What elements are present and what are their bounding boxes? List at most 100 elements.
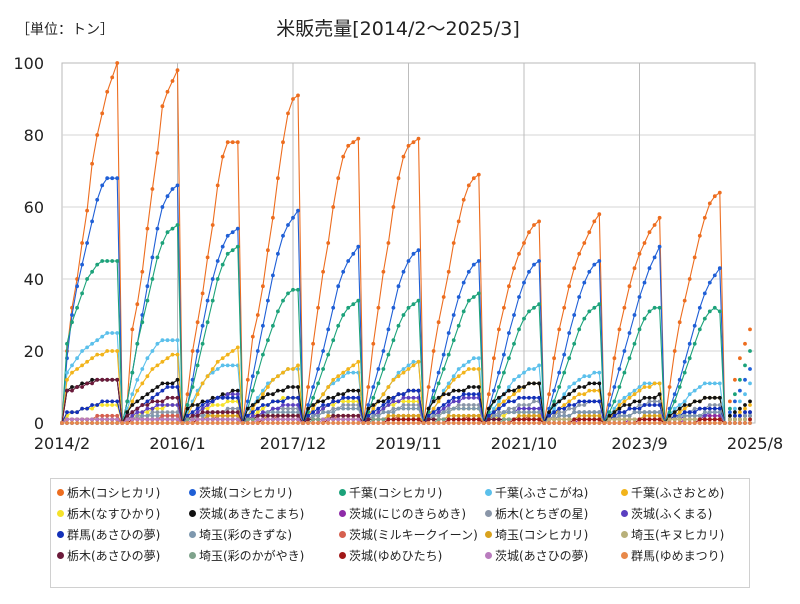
data-point xyxy=(647,413,652,418)
data-point xyxy=(532,410,536,415)
data-point xyxy=(743,406,747,411)
data-point xyxy=(245,377,250,382)
data-point xyxy=(65,341,69,346)
data-point xyxy=(733,406,737,411)
data-point xyxy=(95,197,100,202)
data-point xyxy=(406,413,411,418)
data-point xyxy=(316,399,320,404)
data-point xyxy=(225,392,230,397)
legend-label: 千葉(ふさおとめ) xyxy=(631,485,725,500)
data-point xyxy=(341,370,346,375)
data-point xyxy=(677,410,682,415)
data-point xyxy=(612,356,617,361)
data-point xyxy=(466,298,471,303)
legend-swatch xyxy=(189,509,196,517)
data-point xyxy=(712,273,717,278)
data-point xyxy=(712,194,717,199)
x-tick-label: 2023/9 xyxy=(611,434,667,453)
data-point xyxy=(65,370,69,375)
data-point xyxy=(150,399,155,404)
data-point xyxy=(723,421,727,425)
data-point xyxy=(446,399,451,404)
data-point xyxy=(466,367,471,371)
data-point xyxy=(150,255,155,260)
data-point xyxy=(105,331,110,335)
data-point xyxy=(90,403,94,407)
data-point xyxy=(281,403,285,407)
data-point xyxy=(687,403,692,407)
data-point xyxy=(728,410,732,415)
legend-item: 茨城(ゆめひたち) xyxy=(339,545,485,565)
data-point xyxy=(416,417,421,422)
data-point xyxy=(145,399,150,404)
data-point xyxy=(245,406,250,411)
data-point xyxy=(250,334,255,339)
data-point xyxy=(471,262,476,267)
data-point xyxy=(376,413,381,418)
series-2 xyxy=(60,176,752,425)
data-point xyxy=(717,266,722,271)
data-point xyxy=(326,421,331,425)
data-point xyxy=(652,410,657,415)
data-point xyxy=(436,406,441,411)
data-point xyxy=(592,399,597,404)
data-point xyxy=(456,395,461,400)
data-point xyxy=(291,421,295,425)
data-point xyxy=(376,367,381,371)
legend-item: 栃木(とちぎの星) xyxy=(485,503,621,523)
data-point xyxy=(401,392,406,397)
data-point xyxy=(210,277,215,281)
data-point xyxy=(120,421,125,425)
legend-swatch xyxy=(485,488,492,496)
data-point xyxy=(80,421,84,425)
data-point xyxy=(702,291,707,296)
data-point xyxy=(617,406,622,411)
data-point xyxy=(225,251,230,256)
x-tick-label: 2017/12 xyxy=(260,434,326,453)
data-point xyxy=(276,413,280,418)
data-point xyxy=(687,277,692,281)
data-point xyxy=(587,309,592,314)
data-point xyxy=(306,403,310,407)
data-point xyxy=(517,295,521,299)
y-tick-label: 80 xyxy=(24,126,44,145)
legend-item: 千葉(ふさこがね) xyxy=(485,482,621,502)
data-point xyxy=(692,406,697,411)
data-point xyxy=(311,341,315,346)
data-point xyxy=(717,403,722,407)
legend-item: 栃木(なすひかり) xyxy=(57,503,189,523)
data-point xyxy=(140,410,145,415)
data-point xyxy=(507,284,511,289)
chart-title: 米販売量[2014/2～2025/3] xyxy=(276,18,520,40)
legend-grid: 栃木(コシヒカリ) 茨城(コシヒカリ) 千葉(コシヒカリ) 千葉(ふさこがね) 千葉(ふ… xyxy=(51,479,749,565)
data-point xyxy=(682,403,687,407)
data-point xyxy=(461,413,466,418)
data-point xyxy=(276,406,280,411)
data-point xyxy=(210,395,215,400)
data-point xyxy=(80,417,84,422)
data-point xyxy=(140,381,145,386)
data-point xyxy=(687,410,692,415)
data-point xyxy=(738,406,742,411)
data-point xyxy=(266,381,270,386)
legend-label: 埼玉(コシヒカリ) xyxy=(495,527,589,542)
data-point xyxy=(230,140,235,145)
series-3 xyxy=(60,223,752,425)
legend-item: 茨城(あさひの夢) xyxy=(485,545,621,565)
data-point xyxy=(175,413,180,418)
data-point xyxy=(386,421,391,425)
data-point xyxy=(341,392,346,397)
data-point xyxy=(557,370,562,375)
data-point xyxy=(436,381,441,386)
data-point xyxy=(537,410,541,415)
data-point xyxy=(160,417,165,422)
data-point xyxy=(597,421,602,425)
data-point xyxy=(326,241,331,245)
legend-swatch xyxy=(485,551,492,559)
data-point xyxy=(542,421,546,425)
data-point xyxy=(276,309,280,314)
data-point xyxy=(572,381,577,386)
data-point xyxy=(220,356,225,361)
data-point xyxy=(160,241,165,245)
data-point xyxy=(707,280,712,285)
